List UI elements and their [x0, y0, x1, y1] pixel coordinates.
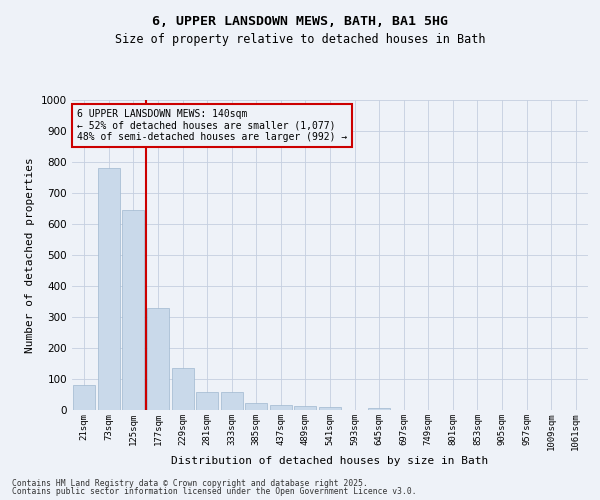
X-axis label: Distribution of detached houses by size in Bath: Distribution of detached houses by size …: [172, 456, 488, 466]
Text: 6 UPPER LANSDOWN MEWS: 140sqm
← 52% of detached houses are smaller (1,077)
48% o: 6 UPPER LANSDOWN MEWS: 140sqm ← 52% of d…: [77, 110, 347, 142]
Bar: [122, 210, 145, 410]
Bar: [295, 406, 316, 410]
Bar: [270, 404, 292, 410]
Bar: [147, 308, 169, 410]
Bar: [245, 403, 268, 410]
Y-axis label: Number of detached properties: Number of detached properties: [25, 157, 35, 353]
Text: 6, UPPER LANSDOWN MEWS, BATH, BA1 5HG: 6, UPPER LANSDOWN MEWS, BATH, BA1 5HG: [152, 15, 448, 28]
Text: Size of property relative to detached houses in Bath: Size of property relative to detached ho…: [115, 32, 485, 46]
Text: Contains HM Land Registry data © Crown copyright and database right 2025.: Contains HM Land Registry data © Crown c…: [12, 478, 368, 488]
Bar: [221, 392, 243, 410]
Bar: [73, 385, 95, 410]
Bar: [196, 392, 218, 410]
Bar: [368, 408, 390, 410]
Bar: [319, 407, 341, 410]
Bar: [98, 168, 120, 410]
Text: Contains public sector information licensed under the Open Government Licence v3: Contains public sector information licen…: [12, 487, 416, 496]
Bar: [172, 368, 194, 410]
